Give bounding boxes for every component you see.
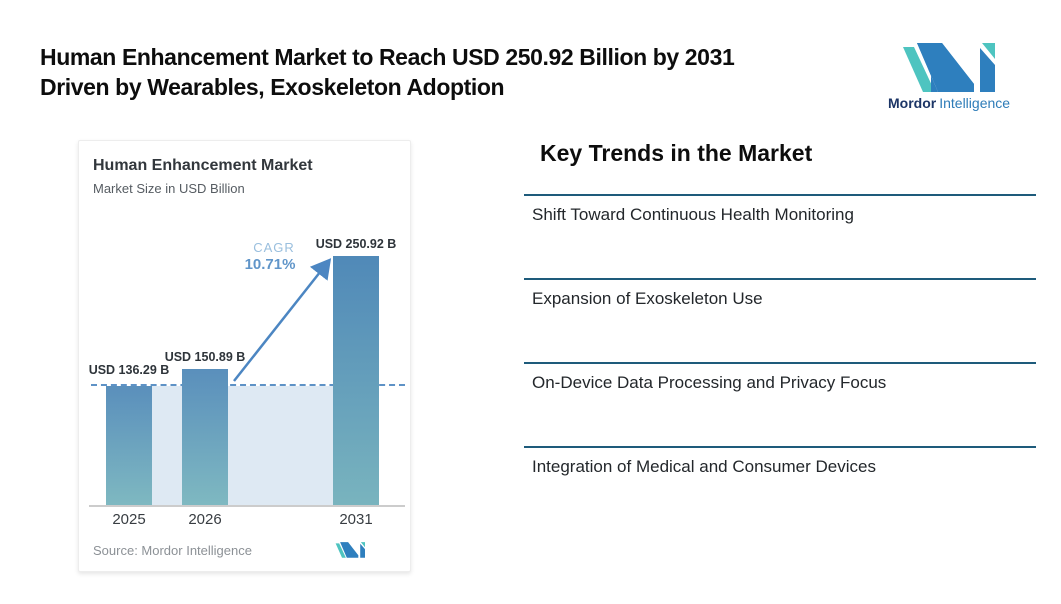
mordor-intelligence-logo: Mordor Intelligence (888, 40, 1011, 111)
chart-subtitle: Market Size in USD Billion (93, 181, 245, 196)
x-tick-2026: 2026 (188, 511, 222, 528)
page-title: Human Enhancement Market to Reach USD 25… (40, 42, 860, 102)
chart-title: Human Enhancement Market (93, 157, 313, 174)
trend-item-1: Shift Toward Continuous Health Monitorin… (524, 194, 1036, 278)
cagr-value: 10.71% (244, 256, 296, 273)
chart-source: Source: Mordor Intelligence (93, 543, 252, 558)
mordor-logo-icon (903, 43, 995, 92)
bar-2026 (182, 369, 228, 507)
trend-item-4: Integration of Medical and Consumer Devi… (524, 446, 1036, 530)
key-trends-panel: Key Trends in the Market Shift Toward Co… (524, 140, 1036, 530)
brand-name-regular: Intelligence (939, 95, 1011, 111)
bar-value-label-2025: USD 136.29 B (88, 363, 170, 377)
page-title-line2: Driven by Wearables, Exoskeleton Adoptio… (40, 74, 505, 100)
trend-item-3: On-Device Data Processing and Privacy Fo… (524, 362, 1036, 446)
cagr-label: CAGR (253, 240, 295, 255)
bar-value-label-2026: USD 150.89 B (164, 350, 246, 364)
trend-item-2: Expansion of Exoskeleton Use (524, 278, 1036, 362)
chart-dashed-reference-line (91, 384, 405, 386)
brand-wordmark: Mordor Intelligence (888, 95, 1011, 111)
bar-value-label-2031: USD 250.92 B (315, 237, 397, 251)
market-chart-card: Human Enhancement Market Market Size in … (78, 140, 411, 572)
cagr-arrow-icon (233, 258, 332, 382)
x-tick-2031: 2031 (339, 511, 373, 528)
key-trends-heading: Key Trends in the Market (540, 140, 813, 166)
mordor-mini-logo-icon (335, 542, 365, 558)
brand-name-bold: Mordor (888, 95, 937, 111)
chart-x-axis (89, 505, 405, 507)
bar-2025 (106, 386, 152, 507)
x-tick-2025: 2025 (112, 511, 146, 528)
page-title-line1: Human Enhancement Market to Reach USD 25… (40, 44, 735, 70)
bar-2031 (333, 256, 379, 507)
